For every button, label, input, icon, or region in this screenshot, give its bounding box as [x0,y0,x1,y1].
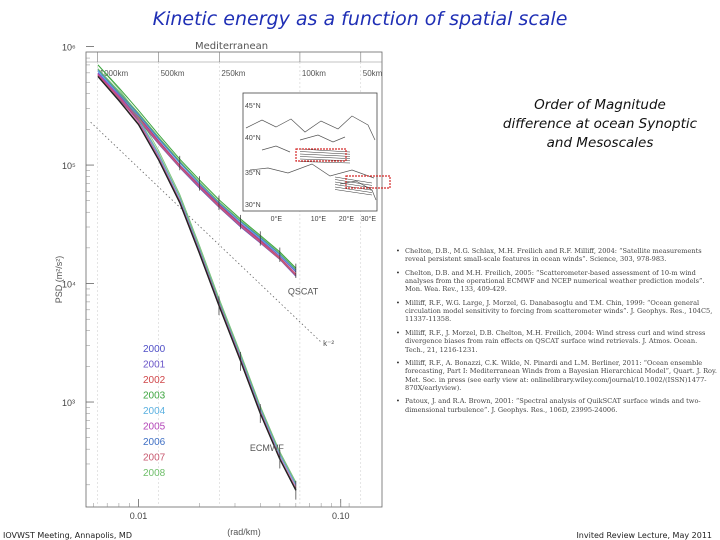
legend-entry: 2000 [143,344,166,355]
legend-entry: 2005 [143,422,166,433]
inset-map-track [299,153,351,157]
reference-item: Chelton, D.B. and M.H. Freilich, 2005: “… [396,269,718,294]
top-axis-label: 250km [221,69,245,78]
slide-title: Kinetic energy as a function of spatial … [152,8,568,30]
x-axis-label: (rad/km) [227,527,261,537]
qscat-label: QSCAT [288,286,319,296]
inset-map-coastline [245,115,376,141]
inset-map-coastline [261,145,291,153]
legend-entry: 2004 [143,406,166,417]
reference-slope-label: k⁻² [323,339,334,348]
y-axis-label: PSD (m²/s²) [54,256,64,304]
inset-map-track [334,184,373,191]
inset-map-track [334,189,373,196]
inset-map-coastline [299,134,346,143]
top-axis-label: 1000km [100,69,129,78]
reference-slope-line [90,121,322,343]
y-axis-tick-label: 10⁵ [62,161,76,171]
inset-map-track [334,176,373,184]
legend-entry: 2007 [143,453,166,464]
y-axis-tick-label: 10³ [62,398,75,408]
reference-item: Milliff, R.F., W.G. Large, J. Morzel, G.… [396,299,718,324]
footer-lecture: Invited Review Lecture, May 2011 [576,531,712,540]
inset-map-lon-label: 20°E [339,215,355,223]
legend-entry: 2001 [143,360,166,371]
inset-map-track [334,186,373,193]
inset-map-coastline [339,180,377,201]
reference-item: Patoux, J. and R.A. Brown, 2001: “Spectr… [396,397,718,414]
ecmwf-label: ECMWF [250,443,284,453]
reference-item: Chelton, D.B., M.G. Schlax, M.H. Freilic… [396,247,718,264]
inset-map-coastline [249,163,375,179]
ecmwf-year-series-line [97,68,297,484]
inset-map-track [299,156,351,159]
inset-map-lon-label: 0°E [271,215,283,223]
x-axis-tick-label: 0.01 [130,511,148,521]
inset-map-track [299,151,351,155]
inset-map-lon-label: 10°E [311,215,327,223]
inset-map-lat-label: 40°N [245,134,261,142]
top-axis-label: 500km [161,69,185,78]
legend-entry: 2008 [143,468,166,479]
reference-item: Milliff, R.F., A. Bonazzi, C.K. Wikle, N… [396,359,718,392]
inset-map-lat-label: 35°N [245,169,261,177]
inset-map-observation-cluster [345,175,391,189]
ecmwf-series-line [97,75,297,491]
footer-meeting: IOVWST Meeting, Annapolis, MD [3,531,132,540]
x-axis-tick-label: 0.10 [332,511,350,521]
inset-map-track [334,179,373,186]
order-of-magnitude-note: Order of Magnitude difference at ocean S… [502,97,698,151]
reference-item: Milliff, R.F., J. Morzel, D.B. Chelton, … [396,329,718,354]
y-axis-tick-label: 10⁶ [62,43,76,53]
legend-entry: 2002 [143,375,166,386]
legend-entry: 2003 [143,391,166,402]
inset-map-lat-label: 30°N [245,201,261,209]
y-axis-tick-label: 10⁴ [62,280,76,290]
chart-title: Mediterranean [195,41,268,52]
inset-map-observation-cluster [295,148,347,162]
inset-map-lon-label: 30°E [361,215,377,223]
inset-map-track [299,161,351,164]
reference-list: Chelton, D.B., M.G. Schlax, M.H. Freilic… [396,247,718,419]
top-axis-label: 100km [302,69,326,78]
inset-map-lat-label: 45°N [245,102,261,110]
legend-entry: 2006 [143,437,166,448]
inset-map-track [334,181,373,189]
top-axis-label: 50km [363,69,383,78]
